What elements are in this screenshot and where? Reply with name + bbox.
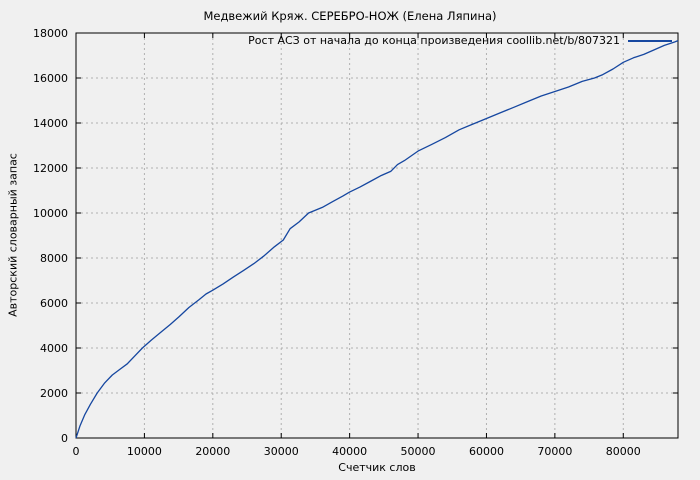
x-tick-label: 0 [73, 445, 80, 458]
y-tick-label: 8000 [40, 252, 68, 265]
y-axis-label: Авторский словарный запас [6, 153, 20, 317]
data-curve [75, 39, 679, 439]
legend-line-sample [628, 39, 672, 42]
y-tick-label: 14000 [33, 117, 68, 130]
x-tick-label: 70000 [537, 445, 572, 458]
x-tick-label: 80000 [606, 445, 641, 458]
plot-border [75, 32, 679, 439]
x-tick-label: 10000 [127, 445, 162, 458]
y-tick-label: 10000 [33, 207, 68, 220]
y-tick-label: 16000 [33, 72, 68, 85]
x-tick-label: 50000 [401, 445, 436, 458]
legend-label: Рост АСЗ от начала до конца произведения… [248, 34, 620, 47]
x-tick-label: 20000 [195, 445, 230, 458]
legend: Рост АСЗ от начала до конца произведения… [248, 34, 672, 47]
chart-title: Медвежий Кряж. СЕРЕБРО-НОЖ (Елена Ляпина… [203, 9, 497, 23]
y-tick-label: 6000 [40, 297, 68, 310]
x-tick-label: 60000 [469, 445, 504, 458]
y-tick-label: 0 [61, 432, 68, 445]
x-tick-label: 30000 [264, 445, 299, 458]
y-tick-label: 4000 [40, 342, 68, 355]
y-tick-label: 12000 [33, 162, 68, 175]
y-tick-label: 18000 [33, 27, 68, 40]
x-axis-label: Счетчик слов [338, 461, 416, 474]
x-tick-label: 40000 [332, 445, 367, 458]
y-tick-label: 2000 [40, 387, 68, 400]
